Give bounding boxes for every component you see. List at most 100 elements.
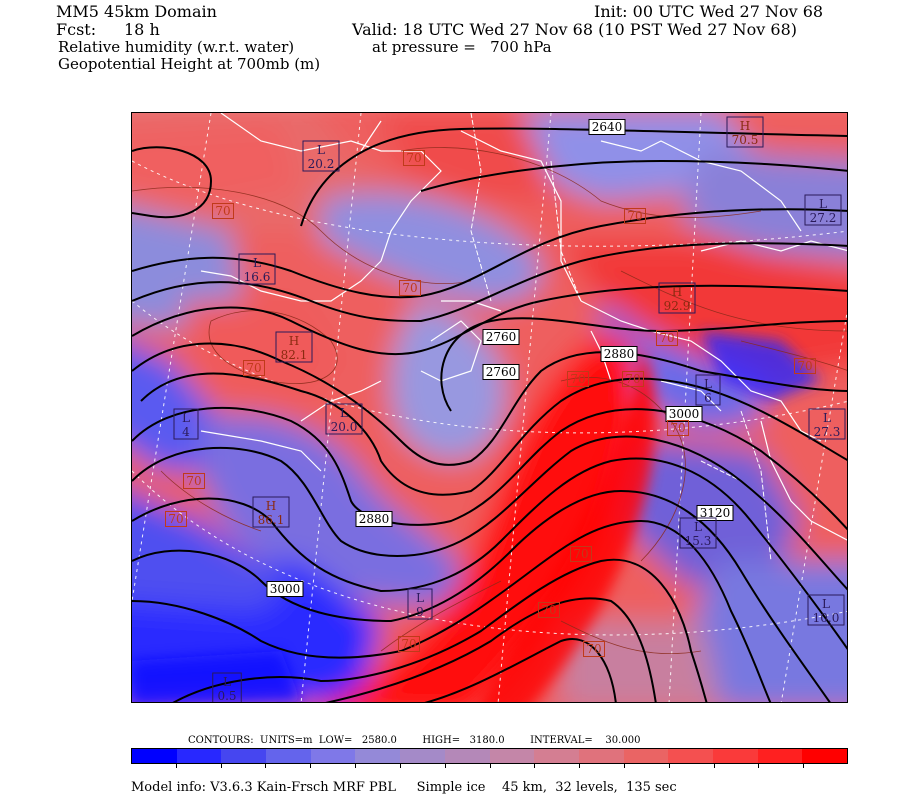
low-marker: L0.5 <box>212 672 242 703</box>
color-bar-swatch <box>132 749 177 763</box>
svg-text:L: L <box>253 256 261 270</box>
color-bar <box>131 748 848 764</box>
low-marker: L9 <box>407 588 433 620</box>
contour-prefix: CONTOURS: <box>188 735 254 746</box>
svg-text:H: H <box>740 119 750 133</box>
rh-label: 70 <box>165 511 187 527</box>
low-marker: L6 <box>695 374 721 406</box>
color-bar-swatch <box>623 749 669 763</box>
svg-text:82.1: 82.1 <box>281 348 308 362</box>
color-bar-tick <box>444 764 446 768</box>
color-bar-swatch <box>221 749 267 763</box>
low-marker: L10.0 <box>807 594 845 626</box>
rh-label: 70 <box>399 280 421 296</box>
rh-label: 70 <box>624 208 646 224</box>
svg-text:6: 6 <box>704 391 712 405</box>
pressure-level: at pressure = 700 hPa <box>372 38 552 56</box>
high-marker: H70.5 <box>726 116 764 148</box>
field-rh-title: Relative humidity (w.r.t. water) <box>58 38 295 56</box>
svg-text:70: 70 <box>625 372 640 386</box>
color-bar-swatch <box>802 749 847 763</box>
svg-text:27.2: 27.2 <box>810 211 837 225</box>
rh-label: 70 <box>583 641 605 657</box>
svg-text:10.0: 10.0 <box>813 611 840 625</box>
svg-text:3000: 3000 <box>669 407 700 421</box>
low-marker: L4 <box>173 408 199 440</box>
svg-text:L: L <box>694 520 702 534</box>
svg-text:H: H <box>289 334 299 348</box>
color-bar-swatch <box>534 749 579 763</box>
height-contours <box>132 127 847 702</box>
low-marker: L27.3 <box>808 408 846 440</box>
svg-text:0.5: 0.5 <box>217 689 236 703</box>
svg-text:70: 70 <box>541 603 556 617</box>
color-bar-tick <box>534 764 536 768</box>
svg-text:2640: 2640 <box>592 120 623 134</box>
domain-title: MM5 45km Domain <box>56 2 217 21</box>
svg-text:L: L <box>223 675 231 689</box>
svg-text:L: L <box>823 411 831 425</box>
rh-label: 70 <box>183 473 205 489</box>
color-bar-tick <box>355 764 357 768</box>
svg-text:70.5: 70.5 <box>732 133 759 147</box>
svg-text:16.6: 16.6 <box>244 270 271 284</box>
color-bar-swatch <box>489 749 535 763</box>
color-bar-tick <box>399 764 401 768</box>
low-marker: L27.2 <box>804 194 842 226</box>
rh-label: 70 <box>243 360 265 376</box>
svg-text:L: L <box>822 597 830 611</box>
svg-text:2760: 2760 <box>486 365 517 379</box>
rh-label: 70 <box>212 203 234 219</box>
height-labels: 2640 2760 2760 2880 3000 2880 3120 3000 <box>266 119 734 597</box>
svg-text:L: L <box>182 411 190 425</box>
color-bar-tick <box>668 764 670 768</box>
svg-text:20.2: 20.2 <box>308 157 335 171</box>
low-marker: L20.2 <box>302 140 340 172</box>
high-marker: H82.1 <box>275 331 313 363</box>
extrema-labels: L20.2H70.5L27.2L16.6H92.9H82.1L6L4L20.0L… <box>173 116 846 703</box>
rh-label: 70 <box>403 150 425 166</box>
color-bar-tick <box>713 764 715 768</box>
svg-text:70: 70 <box>797 359 812 373</box>
color-bar-tick <box>489 764 491 768</box>
svg-text:3000: 3000 <box>270 582 301 596</box>
svg-text:86.1: 86.1 <box>258 513 285 527</box>
high-marker: H92.9 <box>658 282 696 314</box>
color-bar-swatch <box>176 749 222 763</box>
rh-label: 70 <box>656 330 678 346</box>
svg-text:70: 70 <box>246 361 261 375</box>
low-marker: L20.0 <box>325 403 363 435</box>
color-bar-swatch <box>757 749 803 763</box>
contour-units: UNITS=m <box>260 735 313 746</box>
low-marker: L16.6 <box>238 253 276 285</box>
color-bar-tick <box>310 764 312 768</box>
svg-text:H: H <box>266 499 276 513</box>
svg-text:70: 70 <box>670 421 685 435</box>
svg-text:L: L <box>819 197 827 211</box>
svg-text:L: L <box>317 143 325 157</box>
svg-text:70: 70 <box>186 474 201 488</box>
svg-text:L: L <box>416 591 424 605</box>
valid-time: Valid: 18 UTC Wed 27 Nov 68 (10 PST Wed … <box>352 20 798 39</box>
color-bar-tick <box>175 764 177 768</box>
color-bar-swatch <box>310 749 356 763</box>
weather-map: 2640 2760 2760 2880 3000 2880 3120 3000 70 70 70 7… <box>131 112 848 703</box>
field-height-title: Geopotential Height at 700mb (m) <box>58 55 321 73</box>
color-bar-tick <box>265 764 267 768</box>
forecast-hour: 18 h <box>124 20 160 39</box>
forecast-label: Fcst: <box>56 20 97 39</box>
color-bar-swatch <box>578 749 624 763</box>
height-label: 3000 <box>266 581 304 597</box>
model-info: Model info: V3.6.3 Kain-Frsch MRF PBL Si… <box>131 780 677 795</box>
init-time: Init: 00 UTC Wed 27 Nov 68 <box>594 2 824 21</box>
svg-text:92.9: 92.9 <box>664 299 691 313</box>
svg-text:L: L <box>340 406 348 420</box>
color-bar-swatch <box>355 749 401 763</box>
color-bar-swatch <box>444 749 490 763</box>
svg-text:70: 70 <box>659 331 674 345</box>
height-label: 3000 <box>665 406 703 422</box>
political-borders <box>470 113 772 562</box>
svg-text:H: H <box>672 285 682 299</box>
svg-text:2760: 2760 <box>486 330 517 344</box>
rh-label: 70 <box>570 546 592 562</box>
